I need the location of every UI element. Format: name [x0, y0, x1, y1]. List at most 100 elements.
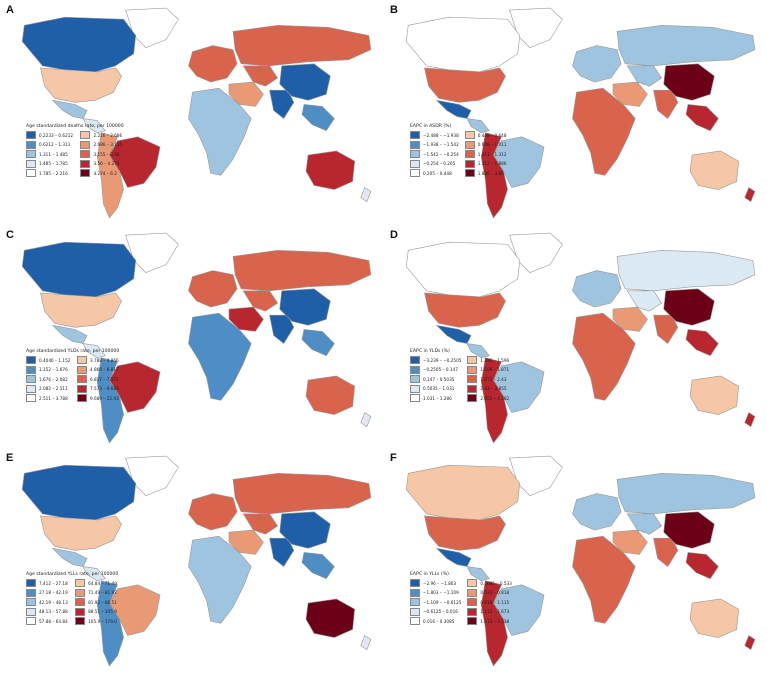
legend-item: 2.511 – 3.788 — [26, 394, 71, 403]
region-china — [279, 63, 331, 101]
legend-swatch — [410, 579, 420, 587]
map-panel-f: F EAPC in YLLs (%) −2.96 – −1.803 0.3085 – … — [388, 452, 767, 677]
legend-item: 3.56 – 4.274 — [80, 159, 123, 168]
legend-swatch — [467, 365, 478, 374]
region-europe — [188, 45, 238, 83]
legend-item: 1.676 – 2.082 — [26, 375, 71, 384]
legend-item: 6.817 – 7.573 — [76, 375, 119, 384]
legend-label: 4.274 – 6.2 — [93, 170, 117, 176]
map-legend: Age standardized YLDs rate, per 100000 0.… — [26, 349, 119, 403]
legend-item: −1.938 – −1.542 — [410, 140, 459, 149]
legend-label: 1.676 – 2.082 — [39, 376, 68, 382]
legend-label: 64.84 – 71.49 — [88, 580, 117, 586]
region-usa — [424, 292, 506, 328]
legend-item: 0.648 – 1.011 — [464, 140, 506, 149]
legend-label: 1.485 – 1.785 — [39, 161, 68, 167]
legend-swatch — [26, 598, 36, 607]
legend-label: 0.4046 – 1.152 — [39, 357, 71, 363]
legend-label: 6.817 – 7.573 — [89, 376, 119, 382]
region-seasia — [301, 104, 335, 132]
panel-letter: E — [6, 452, 14, 464]
region-usa — [40, 292, 122, 328]
legend-item: 3.788 – 4.866 — [76, 356, 119, 364]
region-usa — [40, 515, 122, 551]
legend-swatch — [26, 607, 36, 616]
region-russia — [232, 473, 372, 515]
map-panel-a: A Age standardized deaths rate, per 10000… — [4, 4, 387, 229]
legend-label: 3.56 – 4.274 — [93, 161, 120, 167]
legend-label: 71.49 – 81.92 — [88, 590, 117, 596]
region-india — [269, 89, 295, 120]
legend-swatch — [80, 131, 91, 139]
legend-swatch — [76, 375, 87, 384]
region-usa — [424, 515, 506, 551]
region-mexico — [51, 99, 88, 119]
legend-swatch — [75, 588, 86, 597]
legend-swatch — [410, 598, 420, 607]
region-australia — [689, 375, 739, 415]
region-nz — [744, 635, 756, 651]
legend-swatch — [75, 617, 86, 626]
panel-letter: F — [390, 452, 397, 464]
map-panel-e: E Age standardized YLLs rate, per 100000 7… — [4, 452, 387, 677]
legend-label: 0.3085 – 0.533 — [480, 580, 512, 586]
legend-item: −0.254 – 0.205 — [410, 159, 459, 168]
legend-title: Age standardized YLLs rate, per 100000 — [26, 572, 119, 577]
legend-swatch — [410, 588, 420, 597]
legend-label: 1.011 – 1.312 — [477, 151, 507, 157]
legend-swatch — [410, 365, 420, 374]
region-australia — [305, 598, 355, 638]
legend-label: −0.2505 – 0.147 — [423, 367, 458, 373]
map-legend: EAPC in YLDs (%) −3.239 – −0.2505 1.286 – … — [410, 349, 509, 403]
map-panel-b: B EAPC in ASDR (%) −2.488 – −1.938 0.448 – … — [388, 4, 767, 229]
region-centam — [82, 343, 106, 359]
region-centam — [82, 566, 106, 582]
legend-item: −1.109 – −0.6125 — [410, 598, 462, 607]
region-china — [279, 288, 331, 326]
legend-item: 0.6212 – 1.311 — [26, 140, 74, 149]
legend-item: 1.673 – 3.338 — [467, 617, 511, 626]
world-choropleth-map — [405, 455, 756, 667]
legend-swatch — [80, 140, 91, 149]
legend-item: 2.855 – 4.382 — [467, 394, 509, 403]
legend-label: 1.115 – 1.673 — [480, 609, 510, 615]
region-europe — [572, 493, 622, 531]
region-mexico — [51, 324, 88, 344]
world-choropleth-map — [405, 232, 756, 444]
legend-title: EAPC in YLLs (%) — [410, 572, 449, 577]
legend-label: 1.673 – 3.338 — [480, 618, 510, 624]
legend-label: 1.152 – 1.676 — [39, 367, 68, 373]
legend-item: 105.9 – 179.0 — [75, 617, 118, 626]
legend-item: 42.19 – 48.13 — [26, 598, 69, 607]
legend-item: 27.18 – 42.19 — [26, 588, 69, 597]
region-china — [663, 63, 715, 101]
legend-swatch — [467, 588, 478, 597]
legend-entries: 0.4046 – 1.152 3.788 – 4.866 1.152 – 1.676… — [26, 356, 119, 403]
region-mexico — [435, 547, 472, 567]
legend-label: 0.147 – 0.5035 — [423, 376, 455, 382]
legend-label: 9.689 – 22.43 — [89, 395, 119, 401]
legend-swatch — [26, 169, 36, 178]
legend-label: −1.109 – −0.6125 — [423, 599, 462, 605]
legend-label: −0.6125 – 0.016 — [423, 609, 458, 615]
legend-swatch — [410, 607, 420, 616]
world-choropleth-map — [405, 7, 756, 219]
legend-label: −0.254 – 0.205 — [423, 161, 456, 167]
region-africa — [572, 87, 636, 176]
region-canada — [405, 464, 521, 521]
legend-swatch — [76, 394, 87, 403]
region-russia — [616, 473, 756, 515]
legend-swatch — [26, 140, 36, 149]
region-seasia — [685, 552, 719, 580]
legend-label: 81.92 – 88.51 — [88, 599, 117, 605]
legend-swatch — [75, 598, 86, 607]
region-russia — [232, 250, 372, 292]
region-usa — [424, 67, 506, 103]
legend-swatch — [26, 365, 36, 374]
legend-label: 0.205 – 0.448 — [423, 170, 452, 176]
region-india — [653, 537, 679, 568]
region-centasia — [626, 290, 663, 312]
legend-item: 0.016 – 0.3085 — [410, 617, 461, 626]
legend-swatch — [410, 394, 420, 403]
legend-swatch — [467, 607, 478, 616]
